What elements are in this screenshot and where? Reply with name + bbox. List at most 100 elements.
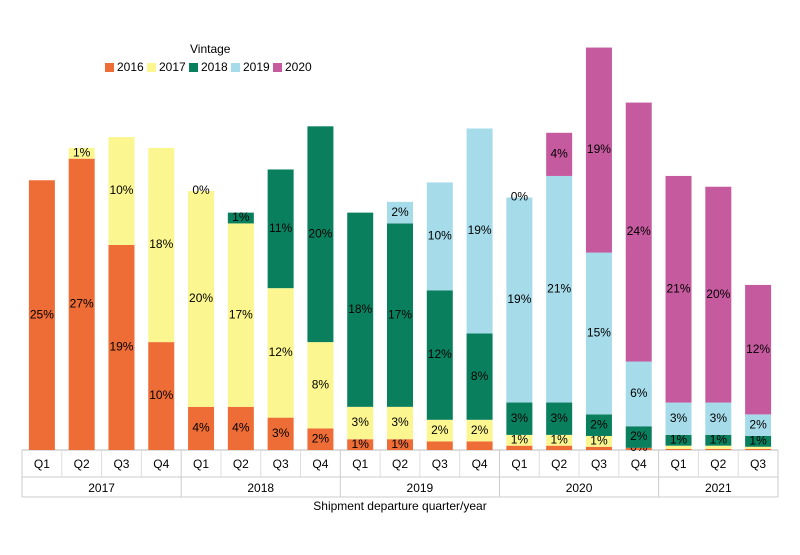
- data-label: 10%: [149, 388, 173, 402]
- bar-segment: [546, 434, 573, 446]
- legend-swatch: [231, 63, 240, 72]
- bar-segment: [466, 333, 493, 420]
- bar-segment: [625, 426, 652, 448]
- data-label: 20%: [706, 287, 730, 301]
- bar-segment: [705, 448, 732, 450]
- data-label: 20%: [189, 291, 213, 305]
- data-label: 19%: [507, 292, 531, 306]
- x-tick-label: Q3: [113, 457, 129, 471]
- bar-segment: [585, 252, 612, 415]
- bar-segment: [665, 448, 692, 450]
- bar-segment: [466, 419, 493, 442]
- data-label: 1%: [749, 434, 767, 448]
- legend-title: Vintage: [190, 42, 231, 56]
- data-label: 6%: [630, 386, 648, 400]
- bar-segment: [148, 342, 175, 450]
- x-group-label: 2021: [705, 481, 732, 495]
- legend-swatch: [189, 63, 198, 72]
- bar-segment: [745, 435, 772, 447]
- data-label: 2%: [471, 423, 489, 437]
- data-label: 12%: [428, 347, 452, 361]
- data-label: 17%: [229, 307, 253, 321]
- bar-segment: [466, 441, 493, 450]
- bar-segment: [347, 439, 374, 450]
- bar-segment: [387, 439, 413, 450]
- x-tick-label: Q1: [193, 457, 209, 471]
- legend-label: 2020: [285, 60, 312, 74]
- bar-segment: [705, 434, 732, 446]
- bar-segment: [307, 428, 334, 450]
- bar-segment: [148, 147, 175, 343]
- x-group-label: 2018: [247, 481, 274, 495]
- bar-segment: [546, 445, 573, 450]
- x-tick-label: Q2: [74, 457, 90, 471]
- x-tick-label: Q2: [551, 457, 567, 471]
- x-tick-label: Q3: [750, 457, 766, 471]
- data-label: 19%: [587, 142, 611, 156]
- x-tick-label: Q1: [352, 457, 368, 471]
- legend-label: 2019: [243, 60, 270, 74]
- data-label: 18%: [149, 237, 173, 251]
- x-tick-label: Q4: [312, 457, 328, 471]
- bar-segment: [347, 406, 374, 440]
- bar-segment: [506, 197, 533, 403]
- data-label: 12%: [269, 345, 293, 359]
- data-label: 24%: [627, 224, 651, 238]
- data-label: 1%: [73, 145, 91, 159]
- data-label: 2%: [391, 205, 409, 219]
- x-tick-label: Q1: [34, 457, 50, 471]
- bar-segment: [426, 182, 453, 291]
- x-axis-title: Shipment departure quarter/year: [313, 499, 486, 513]
- data-label: 25%: [30, 307, 54, 321]
- bar-segment: [705, 445, 732, 449]
- bar-segment: [426, 290, 453, 420]
- data-label: 3%: [352, 415, 370, 429]
- x-group-label: 2020: [566, 481, 593, 495]
- bar-segment: [426, 419, 453, 442]
- bar-segment: [506, 445, 533, 450]
- bar-segment: [665, 445, 692, 449]
- bar-segment: [585, 435, 612, 447]
- data-label: 0%: [511, 190, 529, 204]
- data-label: 8%: [312, 377, 330, 391]
- data-label: 3%: [391, 415, 409, 429]
- bar-segment: [426, 441, 453, 450]
- bar-segment: [188, 191, 215, 407]
- bar-segment: [665, 175, 692, 403]
- legend-swatch: [105, 63, 114, 72]
- bar-segment: [745, 448, 772, 450]
- data-label: 2%: [630, 429, 648, 443]
- data-label: 1%: [710, 432, 728, 446]
- data-label: 27%: [70, 297, 94, 311]
- x-tick-label: Q4: [472, 457, 488, 471]
- bar-segment: [546, 132, 573, 176]
- x-tick-label: Q3: [432, 457, 448, 471]
- bar-segment: [506, 402, 533, 435]
- data-label: 8%: [471, 369, 489, 383]
- bar-segment: [108, 245, 135, 450]
- x-group-label: 2017: [88, 481, 115, 495]
- bar-segment: [307, 126, 334, 343]
- x-tick-label: Q2: [392, 457, 408, 471]
- data-label: 1%: [670, 432, 688, 446]
- data-label: 2%: [312, 431, 330, 445]
- x-group-label: 2019: [407, 481, 434, 495]
- data-label: 21%: [547, 281, 571, 295]
- bar-segment: [745, 284, 772, 415]
- bar-segment: [585, 47, 612, 253]
- bar-segment: [466, 128, 493, 334]
- bar-segment: [387, 406, 413, 440]
- bar-segment: [387, 201, 413, 224]
- bar-segment: [68, 147, 95, 159]
- data-label: 1%: [550, 432, 568, 446]
- data-label: 3%: [710, 411, 728, 425]
- bar-segment: [585, 414, 612, 436]
- data-label: 3%: [511, 411, 529, 425]
- data-label: 3%: [670, 411, 688, 425]
- data-label: 2%: [590, 417, 608, 431]
- data-label: 15%: [587, 326, 611, 340]
- data-label: 19%: [109, 340, 133, 354]
- data-label: 4%: [550, 147, 568, 161]
- bar-segment: [585, 446, 612, 450]
